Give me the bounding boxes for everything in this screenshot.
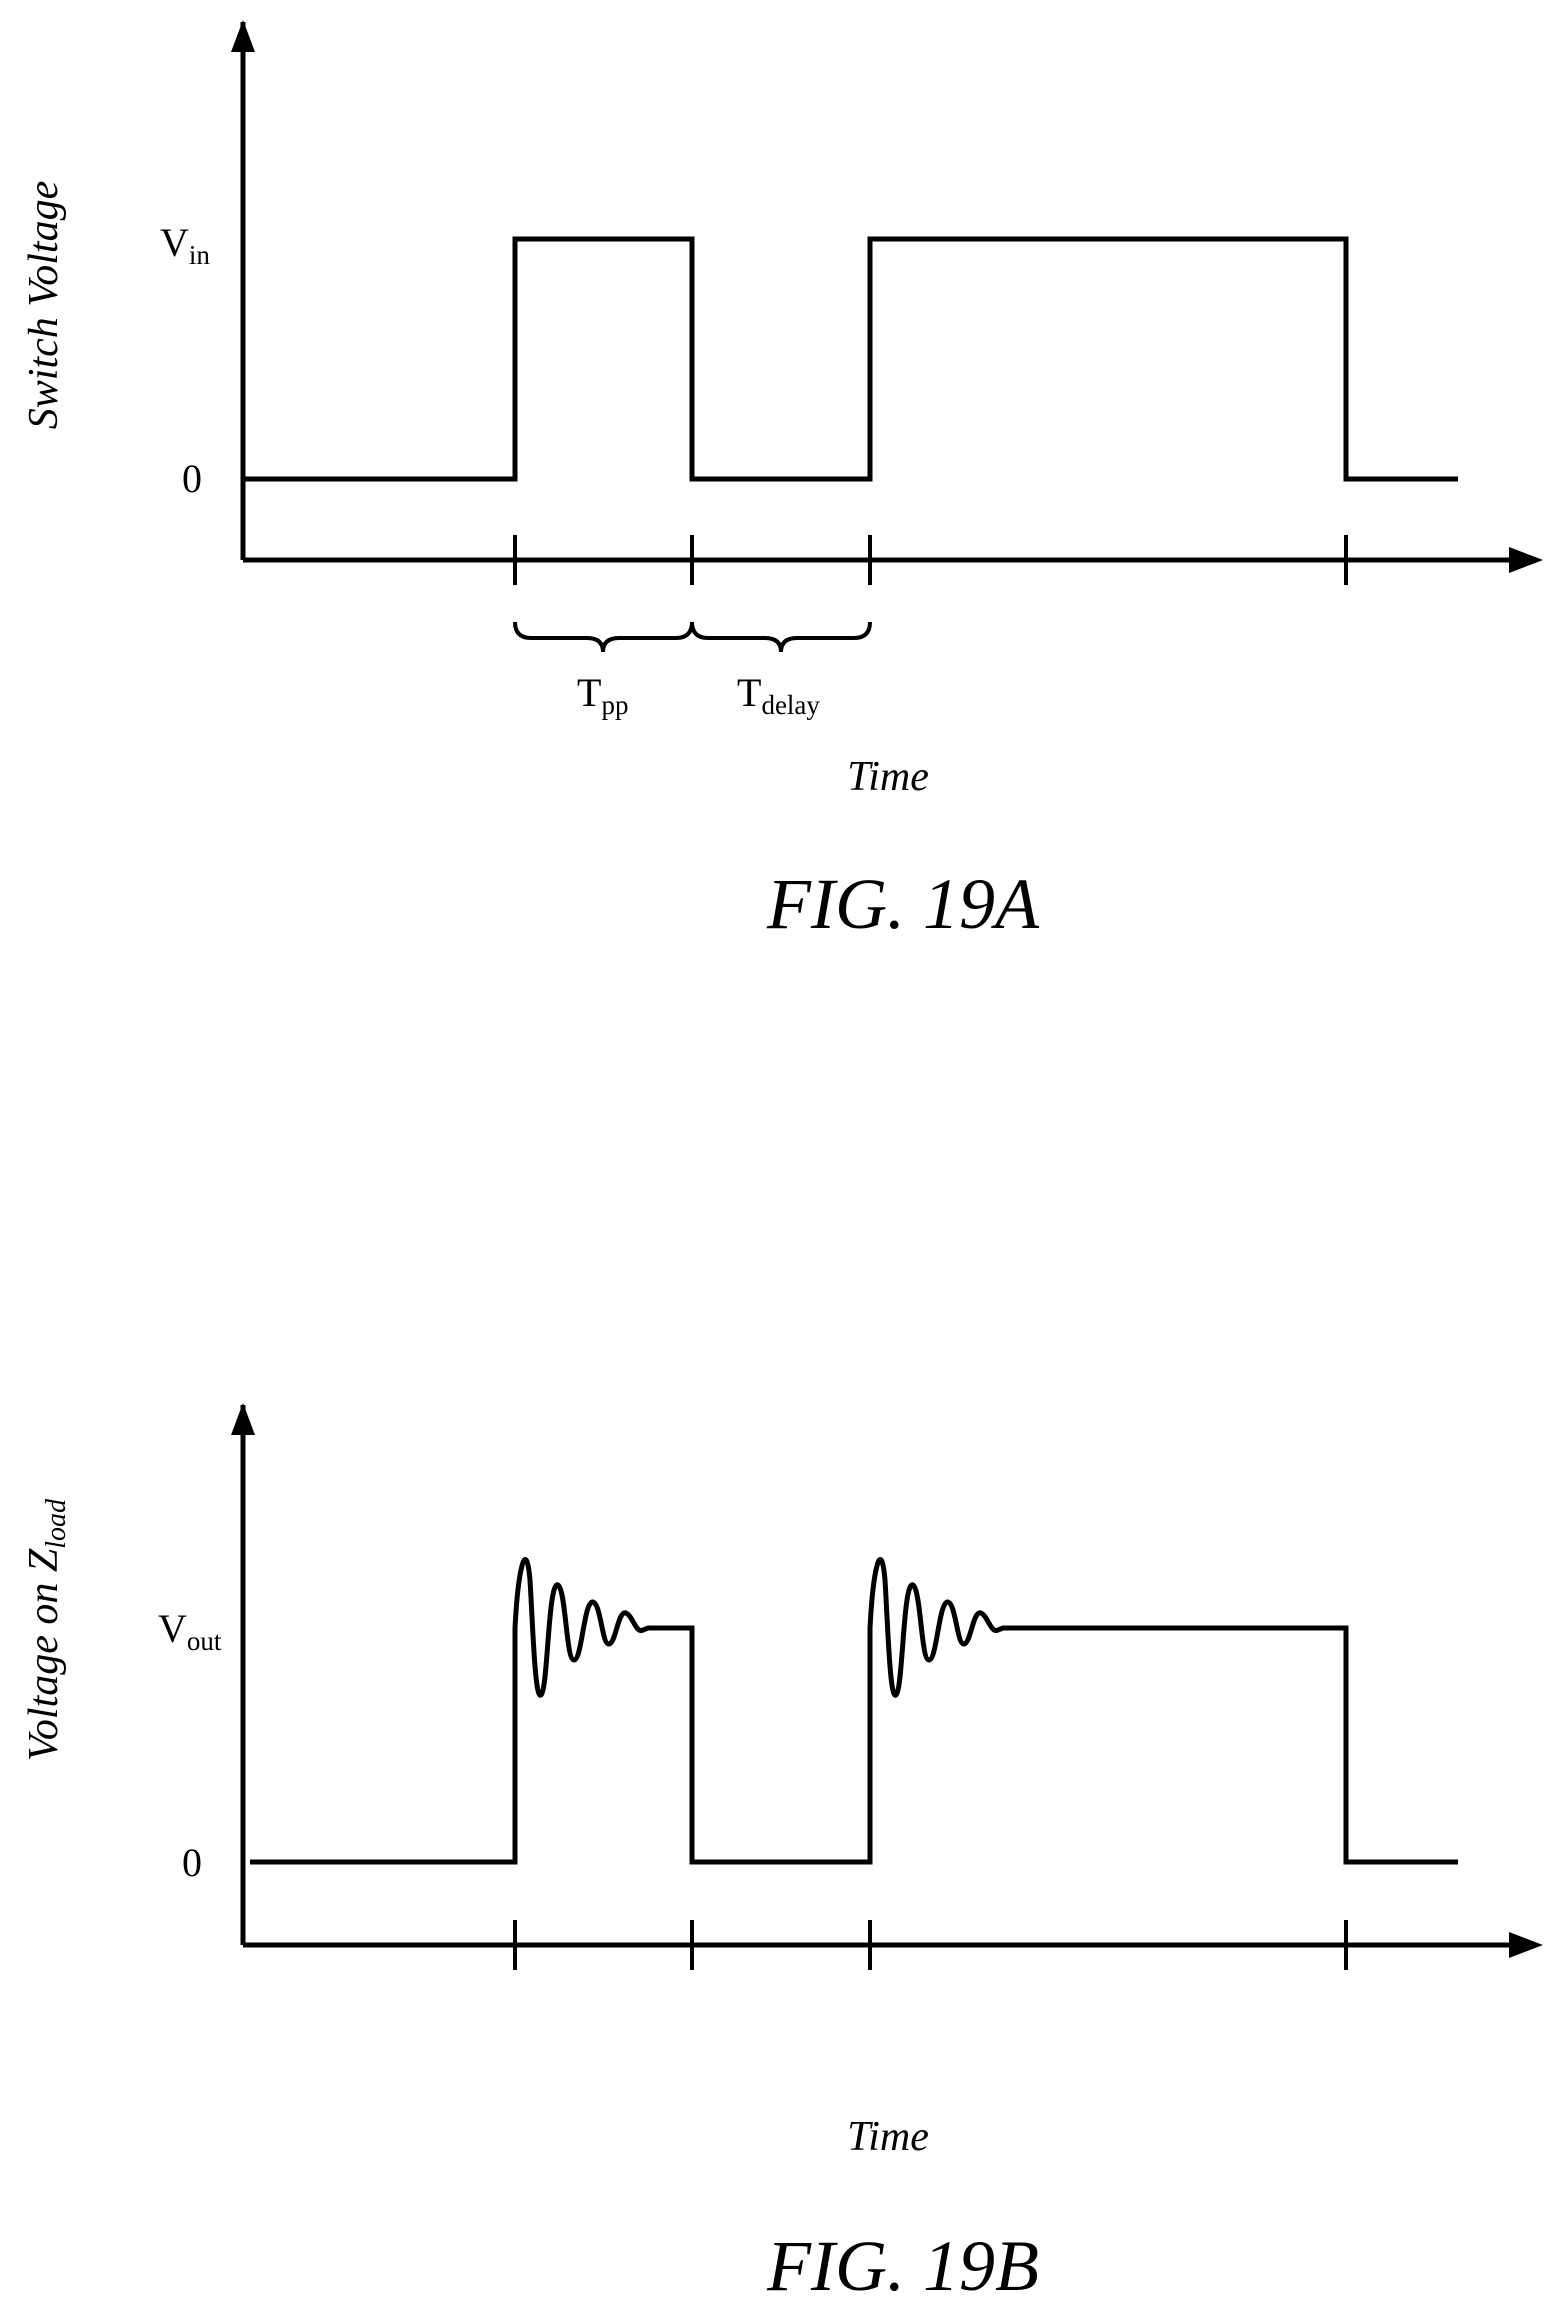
load-voltage-waveform (250, 1557, 1458, 1865)
x-axis-arrow-b (1509, 1932, 1543, 1958)
x-axis-arrow-a (1509, 547, 1543, 573)
level-vin-label: Vin (160, 220, 210, 270)
figure-caption-a: FIG. 19A (766, 864, 1040, 944)
x-axis-label-a: Time (847, 754, 929, 800)
y-axis-label-a: Switch Voltage (21, 181, 67, 429)
level-vout-label: Vout (158, 1606, 222, 1656)
interval-tpp-label: Tpp (577, 670, 628, 720)
y-axis-label-b: Voltage on Zload (21, 1498, 72, 1761)
y-axis-arrow-a (231, 20, 255, 52)
y-axis-arrow-b (231, 1403, 255, 1435)
brace-tpp (513, 621, 694, 653)
x-axis-label-b: Time (847, 2114, 929, 2160)
switch-voltage-waveform (243, 236, 1458, 482)
figure-19a: Vin 0 Switch Voltage Tpp Tdelay Time FIG… (21, 20, 1543, 944)
figure-19b: Vout 0 Voltage on Zload Time FIG. 19B (21, 1403, 1543, 2306)
level-zero-label-a: 0 (182, 456, 202, 501)
brace-tdelay (690, 621, 872, 653)
level-zero-label-b: 0 (182, 1840, 202, 1885)
figure-caption-b: FIG. 19B (766, 2226, 1039, 2306)
interval-tdelay-label: Tdelay (737, 670, 820, 720)
